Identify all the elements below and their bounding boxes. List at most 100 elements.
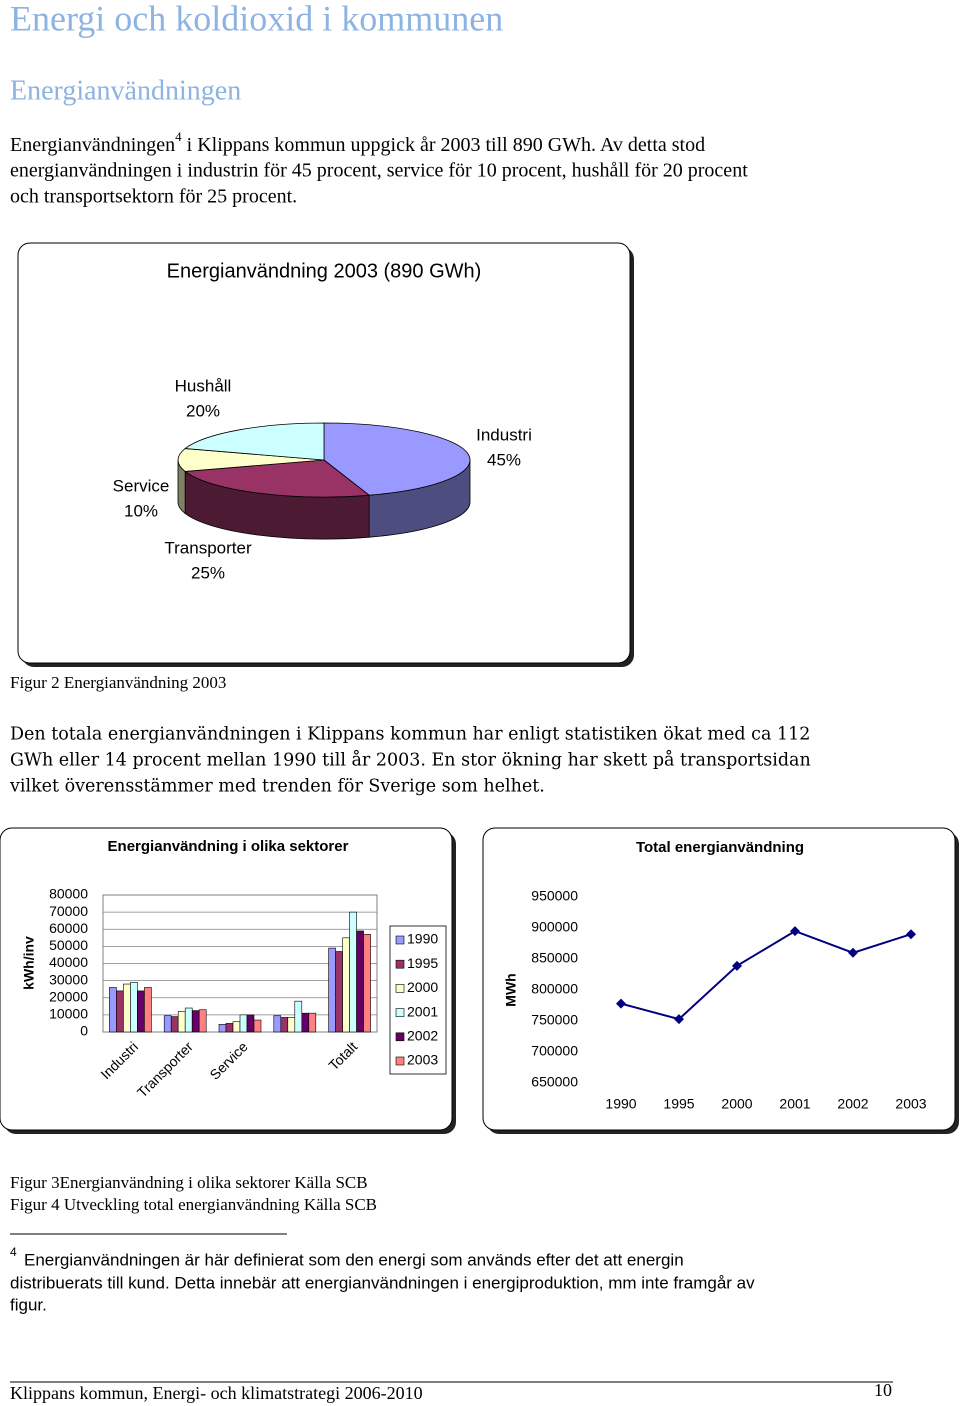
- slice-value: 10%: [124, 501, 158, 520]
- bar: [363, 934, 371, 1033]
- point-marker: [906, 929, 916, 940]
- slice-label: Transporter: [164, 538, 252, 557]
- legend-label: 1990: [407, 931, 438, 947]
- intro-line: energianvändningen i industrin för 45 pr…: [10, 160, 748, 182]
- y-tick-label: 40000: [49, 954, 88, 970]
- legend-label: 2001: [407, 1003, 438, 1019]
- y-tick-label: 700000: [531, 1043, 578, 1059]
- chart-title: Energianvändning 2003 (890 GWh): [167, 260, 482, 282]
- bar: [109, 987, 117, 1033]
- legend-label: 1995: [407, 955, 438, 971]
- legend-swatch: [395, 1008, 405, 1017]
- page-number: 10: [874, 1380, 892, 1400]
- y-tick-label: 950000: [531, 888, 578, 904]
- body-line: Den totala energianvändningen i Klippans…: [10, 725, 810, 745]
- y-tick-label: 10000: [49, 1006, 88, 1022]
- slice-value: 20%: [186, 401, 220, 420]
- legend-label: 2003: [407, 1052, 438, 1068]
- figure-caption: Figur 2 Energianvändning 2003: [10, 673, 226, 692]
- x-tick-label: 2000: [721, 1096, 752, 1112]
- x-tick-label: 2001: [779, 1096, 810, 1112]
- y-tick-label: 900000: [531, 919, 578, 935]
- legend-label: 2000: [407, 979, 438, 995]
- point-marker: [732, 960, 742, 971]
- footnote-line: figur.: [10, 1295, 47, 1314]
- legend-swatch: [395, 1032, 405, 1042]
- y-tick-label: 70000: [49, 903, 88, 919]
- x-tick-label: 2002: [837, 1096, 868, 1112]
- intro-lead: Energianvändningen: [10, 134, 175, 156]
- bar: [184, 1007, 193, 1033]
- bar: [130, 982, 138, 1033]
- slice-label: Hushåll: [175, 376, 232, 395]
- point-marker: [848, 947, 858, 958]
- chart-title: Energianvändning i olika sektorer: [108, 838, 349, 855]
- footnote-marker: 4: [10, 1245, 17, 1259]
- bar: [287, 1017, 296, 1033]
- section-heading: Energianvändningen: [10, 75, 241, 106]
- bar: [328, 947, 336, 1033]
- bar: [225, 1023, 234, 1033]
- bar: [273, 1015, 282, 1033]
- intro-line: Energianvändningen4 i Klippans kommun up…: [10, 129, 705, 156]
- bar: [232, 1021, 241, 1033]
- footer-text: Klippans kommun, Energi- och klimatstrat…: [10, 1383, 423, 1403]
- page-title: Energi och koldioxid i kommunen: [10, 0, 503, 38]
- y-tick-label: 850000: [531, 950, 578, 966]
- chart-frame: [482, 827, 956, 1131]
- x-tick-label: 1990: [605, 1096, 636, 1112]
- bar: [294, 1000, 303, 1033]
- legend-swatch: [395, 1056, 405, 1066]
- bar: [163, 1015, 172, 1033]
- bar: [218, 1023, 227, 1033]
- y-tick-label: 0: [80, 1023, 88, 1039]
- y-tick-label: 50000: [49, 937, 88, 953]
- bar: [253, 1019, 262, 1033]
- body-line: vilket överensstämmer med trenden för Sv…: [9, 777, 545, 797]
- slice-value: 25%: [191, 563, 225, 582]
- pie-slice: [323, 422, 471, 496]
- intro-text: i Klippans kommun uppgick år 2003 till 8…: [182, 134, 705, 156]
- bar: [191, 1010, 200, 1033]
- legend-swatch: [395, 959, 405, 969]
- y-tick-label: 750000: [531, 1012, 578, 1028]
- body-line: GWh eller 14 procent mellan 1990 till år…: [10, 751, 811, 771]
- legend-swatch: [395, 935, 405, 945]
- footnote-ref: 4: [175, 129, 182, 144]
- bar: [170, 1016, 179, 1033]
- pie-slice: [184, 459, 371, 498]
- bar: [239, 1014, 248, 1033]
- point-marker: [790, 926, 800, 937]
- y-tick-label: 80000: [49, 886, 88, 902]
- pie-slice: [177, 448, 325, 472]
- bar: [342, 937, 350, 1033]
- x-tick-label: 2003: [895, 1096, 926, 1112]
- bar: [137, 990, 145, 1033]
- bar: [198, 1009, 207, 1033]
- legend-box: [389, 925, 447, 1075]
- pie-slice: [184, 422, 325, 461]
- point-marker: [616, 998, 626, 1009]
- bar: [301, 1012, 310, 1033]
- slice-label: Industri: [476, 425, 532, 444]
- y-tick-label: 20000: [49, 988, 88, 1004]
- y-tick-label: 30000: [49, 971, 88, 987]
- legend-swatch: [395, 984, 405, 993]
- y-tick-label: 60000: [49, 920, 88, 936]
- y-tick-label: 800000: [531, 981, 578, 997]
- line: [620, 929, 912, 1021]
- x-tick-label: 1995: [663, 1096, 694, 1112]
- bar: [356, 930, 364, 1033]
- figure-caption: Figur 3Energianvändning i olika sektorer…: [10, 1173, 368, 1192]
- bar: [308, 1012, 317, 1033]
- bar: [177, 1011, 186, 1033]
- y-axis-title: kWh/inv: [21, 936, 37, 990]
- footnote-line: Energianvändningen är här definierat som…: [24, 1250, 684, 1269]
- bar: [123, 983, 131, 1033]
- figure-caption: Figur 4 Utveckling total energianvändnin…: [10, 1195, 377, 1214]
- footnote-line: distribuerats till kund. Detta innebär a…: [10, 1273, 755, 1292]
- bar: [116, 990, 124, 1033]
- slice-label: Service: [113, 476, 170, 495]
- y-tick-label: 650000: [531, 1074, 578, 1090]
